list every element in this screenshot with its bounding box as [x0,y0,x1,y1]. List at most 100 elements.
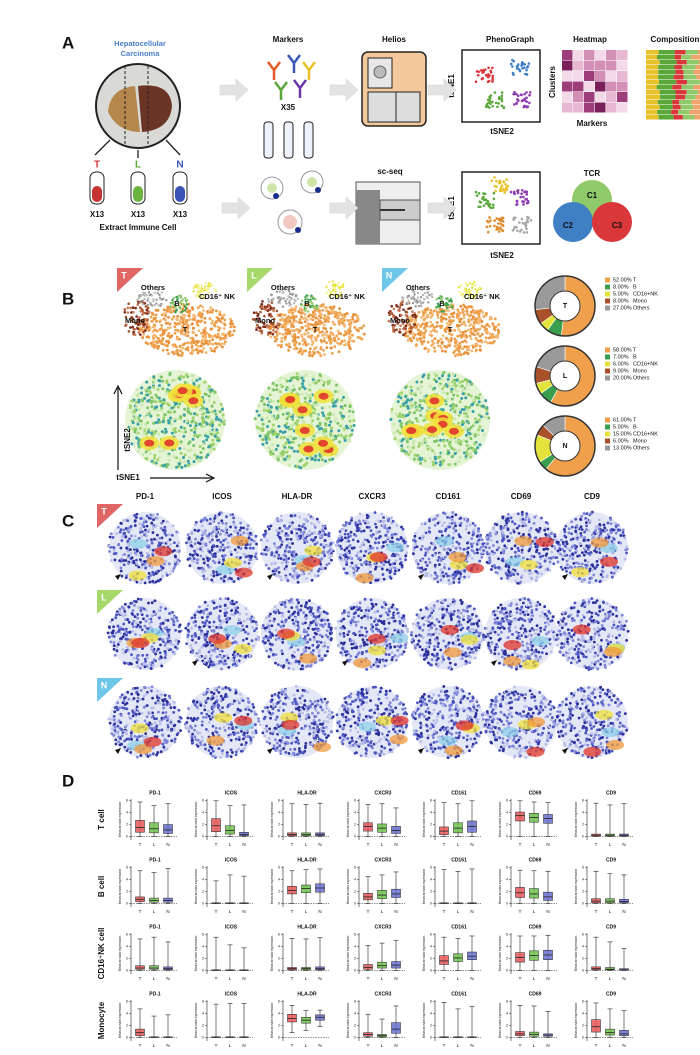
cell-dot [427,376,431,380]
cell-dot [175,465,179,469]
cell-dot [155,298,158,301]
cell-dot [307,335,311,338]
cell-dot [347,331,350,335]
legend-value: 8.00% [613,284,629,290]
cell-dot [221,554,224,558]
cell-dot [191,348,195,352]
cell-dot [262,409,266,413]
cell-dot [486,341,489,345]
cell-dot [288,342,291,346]
cell-dot [447,381,451,385]
cell-dot [276,399,280,403]
cell-dot [205,438,209,442]
cell-dot [201,567,205,571]
cell-dot [152,431,156,435]
scatter-dot [499,181,502,185]
cell-dot [140,386,144,390]
cell-dot [409,400,413,404]
cell-dot [325,346,329,350]
cell-dot [158,449,162,453]
cell-dot [178,458,182,462]
cell-dot [446,397,450,401]
cell-dot [466,284,469,287]
cell-dot [265,539,269,542]
cell-dot [200,350,204,354]
cell-dot [135,553,138,557]
legend-swatch [605,438,610,444]
cell-dot [140,398,144,402]
cell-dot [448,344,451,348]
cell-dot [263,548,267,552]
panel-letter: C [62,511,74,530]
cell-dot [398,306,402,309]
cell-dot [213,347,217,350]
composition-segment [658,115,674,120]
cell-dot [309,393,313,397]
cell-dot [340,313,344,317]
legend-name: T [633,417,637,423]
cell-dot [417,310,421,314]
cell-dot [273,554,276,558]
cell-dot [280,343,283,347]
cell-dot [268,304,272,308]
scatter-dot [511,58,514,62]
cell-dot [296,335,300,339]
cell-dot [454,440,458,444]
cell-dot [284,323,288,327]
cell-dot [476,321,480,325]
cell-dot [287,315,290,318]
cell-dot [404,395,408,399]
cell-dot [156,347,160,350]
cell-dot [187,314,191,318]
cell-dot [308,305,312,309]
cell-dot [130,399,134,403]
cell-dot [134,400,138,404]
cell-dot [198,292,201,295]
cell-dot [465,380,469,384]
cell-dot [437,443,441,447]
cell-dot [488,317,492,321]
scatter-dot [495,217,499,220]
composition-segment [646,110,658,115]
axis-label: tSNE2 [490,127,514,136]
cell-dot [394,559,398,563]
cell-dot [154,313,158,317]
cell-dot [281,431,285,435]
cell-dot [393,532,397,536]
cell-dot [277,571,281,574]
cell-dot [167,418,171,422]
cell-dot [450,409,454,413]
cell-dot [279,575,282,579]
cell-dot [296,297,300,301]
cell-dot [131,306,135,310]
heatmap-cell [617,81,628,92]
cell-dot [229,321,233,325]
cell-dot [471,410,475,414]
cell-dot [322,545,326,549]
cell-dot [212,527,216,531]
cell-dot [141,320,145,324]
cell-dot [138,426,142,430]
cell-dot [217,328,221,332]
cell-dot [175,335,179,339]
cell-dot [175,345,178,349]
cell-dot [142,431,146,435]
cell-dot [285,565,288,568]
legend-value: 7.00% [613,354,629,360]
cell-dot [435,324,439,328]
cell-dot [333,404,337,408]
cell-dot [281,412,285,416]
density-hot [164,439,175,447]
cell-dot [164,322,168,325]
cell-dot [444,350,447,353]
cell-dot [255,326,258,330]
cell-dot [210,284,214,287]
cell-dot [140,535,144,538]
cell-dot [430,295,434,299]
cell-dot [229,553,233,556]
cell-dot [313,336,317,340]
cell-dot [419,305,423,308]
cell-dot [272,309,275,313]
composition-segment [676,80,687,85]
cell-dot [456,334,460,338]
